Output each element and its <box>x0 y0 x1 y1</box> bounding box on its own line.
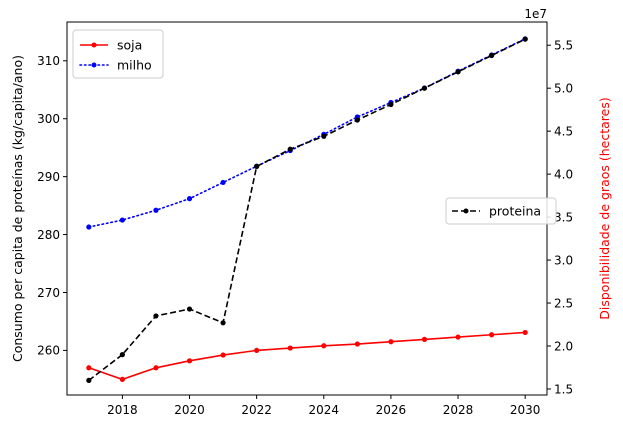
right-tick-label-5: 4.0 <box>554 167 573 181</box>
point-soja-2020 <box>186 358 193 364</box>
legend-soja-label: soja <box>117 38 142 53</box>
point-soja-2028 <box>455 334 461 340</box>
point-proteina-2024 <box>321 133 327 139</box>
point-proteina-2026 <box>388 101 394 108</box>
point-milho-2018 <box>119 217 125 223</box>
point-proteina-2025 <box>354 117 360 123</box>
point-milho-2020 <box>186 196 193 202</box>
legend-proteina-marker <box>463 208 469 214</box>
point-proteina-2030 <box>522 36 528 42</box>
point-soja-2024 <box>321 343 327 349</box>
point-proteina-2022 <box>254 163 260 169</box>
point-soja-2018 <box>119 376 125 382</box>
left-tick-label-260: 260 <box>37 344 60 358</box>
left-tick-label-300: 300 <box>37 112 60 126</box>
legend-right-box <box>445 197 557 225</box>
right-tick-label-0: 1.5 <box>554 382 573 396</box>
point-milho-2019 <box>153 207 159 213</box>
x-tick-label-2028: 2028 <box>443 403 474 417</box>
x-tick-label-2030: 2030 <box>510 403 541 417</box>
point-proteina-2018 <box>119 352 125 358</box>
left-tick-label-280: 280 <box>37 228 60 242</box>
point-proteina-2027 <box>421 85 428 91</box>
point-soja-2019 <box>153 365 159 371</box>
series-line-proteina <box>88 38 526 382</box>
point-proteina-2020 <box>186 306 193 312</box>
point-soja-2026 <box>388 339 394 345</box>
point-soja-2022 <box>254 347 260 354</box>
point-proteina-2021 <box>220 320 226 326</box>
right-tick-label-1: 2.0 <box>554 339 573 353</box>
x-tick-label-2020: 2020 <box>174 403 205 417</box>
point-soja-2021 <box>220 352 226 358</box>
x-tick-label-2018: 2018 <box>107 403 138 417</box>
legend-soja-marker <box>91 42 97 48</box>
series-line-soja <box>88 331 526 381</box>
point-soja-2025 <box>354 341 360 347</box>
point-soja-2029 <box>489 332 495 338</box>
point-soja-2023 <box>287 345 293 351</box>
point-proteina-2029 <box>489 52 495 59</box>
right-axis-label: Disponibilidade de graos (hectares) <box>597 97 612 319</box>
point-proteina-2028 <box>455 69 461 75</box>
legend-proteina-label: proteina <box>489 204 541 219</box>
point-proteina-2017 <box>86 377 92 383</box>
legend-milho-label: milho <box>117 58 152 73</box>
right-tick-label-4: 3.5 <box>554 210 573 224</box>
x-tick-label-2024: 2024 <box>309 403 340 417</box>
point-milho-2017 <box>86 224 92 230</box>
plot-marks <box>86 36 528 383</box>
legend-milho-marker <box>91 62 97 68</box>
left-tick-label-310: 310 <box>37 54 60 68</box>
x-tick-label-2022: 2022 <box>241 403 272 417</box>
left-y-axis: 260 270 280 290 300 310 <box>37 54 67 358</box>
right-tick-label-6: 4.5 <box>554 124 573 138</box>
legend-right: proteina <box>445 197 557 225</box>
point-proteina-2023 <box>287 146 293 152</box>
point-soja-2030 <box>522 329 528 336</box>
x-tick-label-2026: 2026 <box>376 403 407 417</box>
right-tick-label-2: 2.5 <box>554 296 573 310</box>
right-axis-offset-text: 1e7 <box>524 7 547 21</box>
right-tick-label-7: 5.0 <box>554 81 573 95</box>
left-tick-label-290: 290 <box>37 170 60 184</box>
legend-left: soja milho <box>72 29 164 79</box>
point-milho-2021 <box>220 179 226 186</box>
right-tick-label-3: 3.0 <box>554 253 573 267</box>
point-proteina-2019 <box>153 313 159 319</box>
right-tick-label-8: 5.5 <box>554 39 573 53</box>
left-tick-label-270: 270 <box>37 286 60 300</box>
left-axis-label: Consumo per capita de proteínas (kg/capi… <box>10 55 25 362</box>
point-soja-2017 <box>86 365 92 371</box>
x-axis: 2018 2020 2022 2024 2026 2028 2030 <box>107 395 540 417</box>
point-soja-2027 <box>421 336 428 342</box>
